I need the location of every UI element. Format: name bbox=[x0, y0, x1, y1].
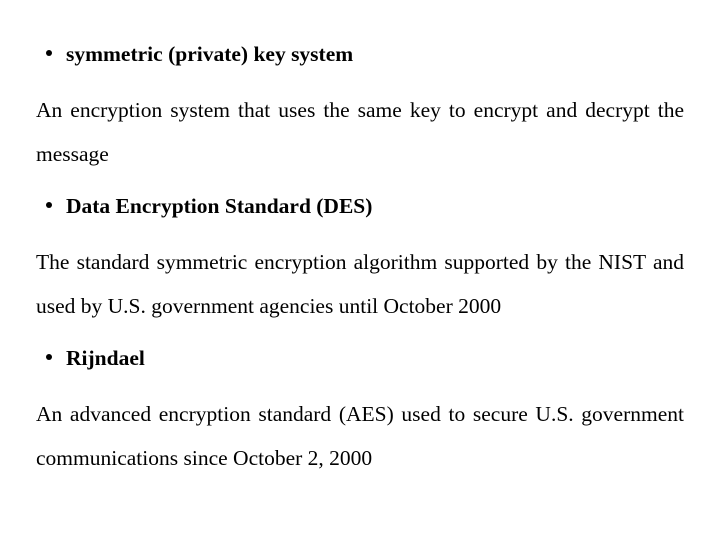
bullet-body: An advanced encryption standard (AES) us… bbox=[36, 392, 684, 480]
bullet-body: The standard symmetric encryption algori… bbox=[36, 240, 684, 328]
bullet-heading: Data Encryption Standard (DES) bbox=[66, 194, 372, 220]
document-page: symmetric (private) key system An encryp… bbox=[0, 0, 720, 540]
bullet-heading: Rijndael bbox=[66, 346, 145, 372]
bullet-dot-icon bbox=[46, 50, 52, 56]
bullet-dot-icon bbox=[46, 202, 52, 208]
bullet-dot-icon bbox=[46, 354, 52, 360]
bullet-body: An encryption system that uses the same … bbox=[36, 88, 684, 176]
bullet-heading: symmetric (private) key system bbox=[66, 42, 353, 68]
bullet-item-1: symmetric (private) key system bbox=[36, 42, 684, 68]
bullet-item-2: Data Encryption Standard (DES) bbox=[36, 194, 684, 220]
bullet-item-3: Rijndael bbox=[36, 346, 684, 372]
